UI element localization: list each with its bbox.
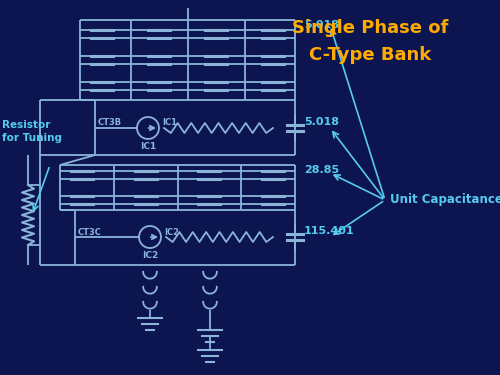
- Text: IC1: IC1: [140, 142, 156, 151]
- Text: IC2: IC2: [142, 251, 158, 260]
- Text: IC1: IC1: [162, 118, 177, 127]
- Text: CT3B: CT3B: [98, 118, 122, 127]
- Text: IC2: IC2: [164, 228, 179, 237]
- Text: C-Type Bank: C-Type Bank: [309, 46, 431, 64]
- Text: Single Phase of: Single Phase of: [292, 19, 448, 37]
- Text: Resistor: Resistor: [2, 120, 50, 130]
- Text: 5.018: 5.018: [304, 20, 339, 30]
- Text: Unit Capacitance: Unit Capacitance: [390, 194, 500, 207]
- Text: 115.401: 115.401: [304, 226, 354, 236]
- Text: 5.018: 5.018: [304, 117, 339, 127]
- Text: 28.85: 28.85: [304, 165, 339, 175]
- Text: for Tuning: for Tuning: [2, 133, 62, 143]
- Text: CT3C: CT3C: [78, 228, 102, 237]
